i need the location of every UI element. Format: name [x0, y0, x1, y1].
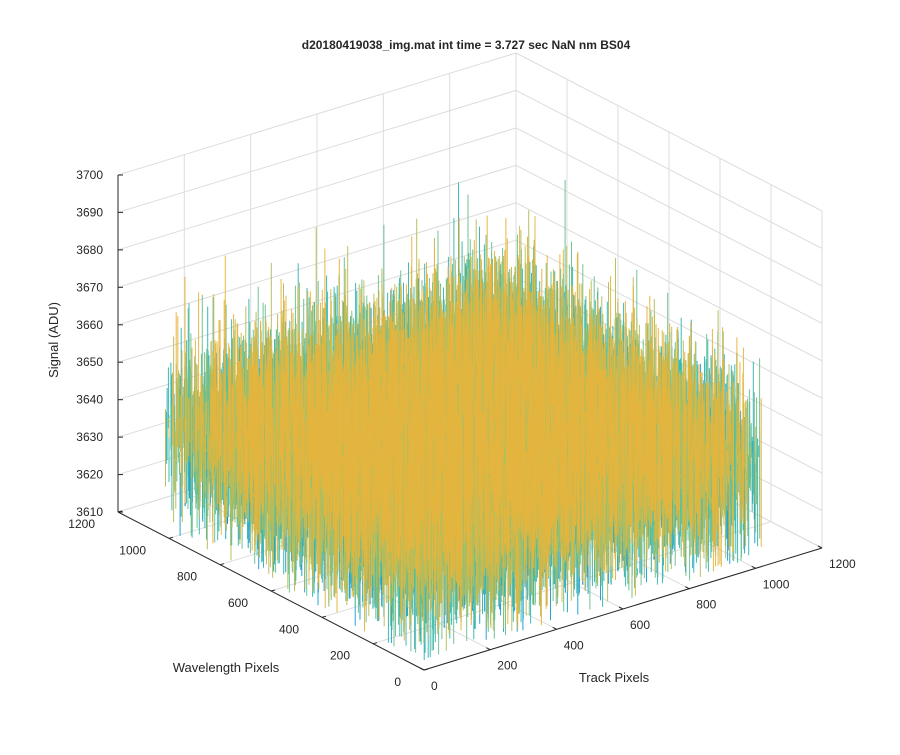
x-tick-mark	[685, 586, 690, 590]
y-tick-mark	[372, 642, 378, 645]
x-tick-label: 1200	[829, 557, 856, 571]
tick-layer: 0 200 400 600 800 1000 1200 0 200 400 600 800 1000 12…	[68, 168, 856, 693]
chart-title: d20180419038_img.mat int time = 3.727 se…	[302, 38, 631, 52]
x-tick-label: 800	[696, 598, 716, 612]
x-tick-label: 200	[497, 659, 517, 673]
z-tick-label: 3670	[76, 280, 103, 294]
z-tick-label: 3610	[76, 505, 103, 519]
x-tick-label: 600	[630, 618, 650, 632]
x-tick-mark	[618, 606, 624, 610]
z-tick-label: 3650	[76, 355, 103, 369]
back-wall-grid-line	[117, 164, 517, 288]
surface-layer	[165, 179, 762, 661]
side-wall-grid-line	[515, 89, 823, 249]
x-tick-mark	[751, 565, 756, 569]
y-tick-mark	[321, 615, 327, 618]
side-wall-grid-line	[515, 52, 823, 212]
x-axis-label: Track Pixels	[579, 670, 650, 685]
x-tick-mark	[552, 626, 557, 630]
z-tick-label: 3620	[76, 468, 103, 482]
x-tick-label: 400	[564, 638, 584, 652]
z-tick-label: 3680	[76, 243, 103, 257]
y-tick-mark	[168, 536, 174, 539]
y-tick-label: 600	[228, 596, 248, 610]
y-tick-mark	[423, 668, 429, 671]
y-tick-label: 400	[279, 622, 299, 636]
y-axis-label: Wavelength Pixels	[173, 660, 280, 675]
y-tick-label: 0	[394, 675, 401, 689]
x-tick-mark	[817, 545, 823, 549]
side-wall-grid-line	[515, 164, 823, 324]
x-tick-label: 1000	[763, 577, 790, 591]
y-tick-label: 200	[330, 649, 350, 663]
x-tick-mark	[419, 667, 425, 671]
y-tick-mark	[270, 589, 276, 592]
back-wall-grid-line	[117, 52, 517, 176]
surface-trace	[168, 215, 762, 641]
side-wall-grid-line	[515, 202, 823, 362]
z-tick-label: 3690	[76, 205, 103, 219]
back-wall-grid-line	[117, 127, 517, 251]
back-wall-grid-line	[117, 89, 517, 213]
z-tick-label: 3630	[76, 430, 103, 444]
z-tick-label: 3660	[76, 318, 103, 332]
y-tick-label: 1000	[119, 543, 146, 557]
z-tick-label: 3640	[76, 393, 103, 407]
y-tick-label: 1200	[68, 517, 95, 531]
x-tick-label: 0	[431, 679, 438, 693]
y-tick-label: 800	[177, 570, 197, 584]
z-axis-label: Signal (ADU)	[46, 302, 61, 378]
z-tick-label: 3700	[76, 168, 103, 182]
back-wall-grid-line	[117, 239, 517, 363]
x-tick-mark	[486, 647, 491, 651]
back-wall-grid-line	[117, 202, 517, 326]
side-wall-grid-line	[515, 127, 823, 287]
y-tick-mark	[219, 563, 225, 566]
